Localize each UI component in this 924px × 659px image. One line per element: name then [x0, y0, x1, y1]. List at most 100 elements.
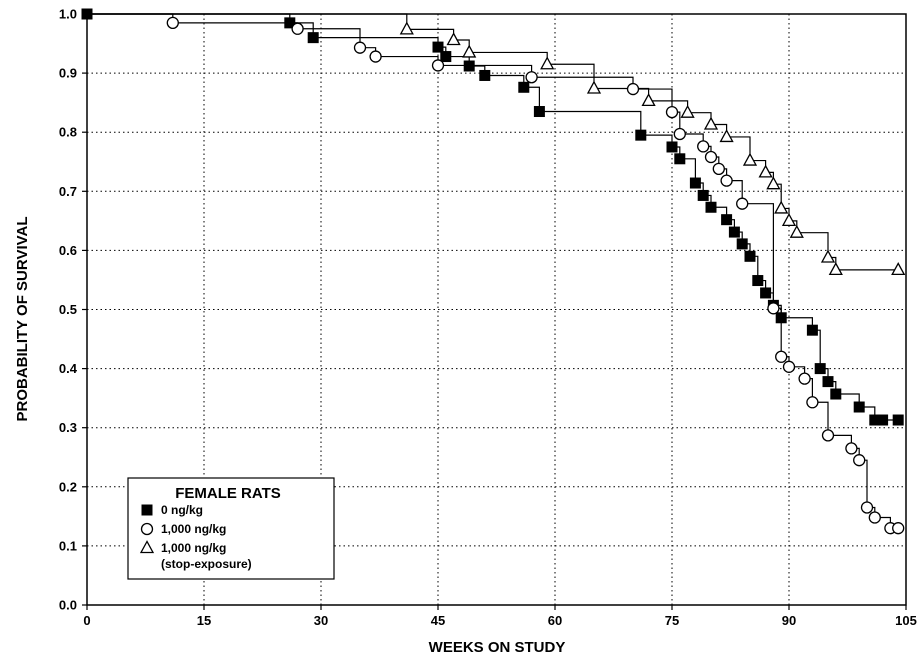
data-point — [626, 82, 640, 96]
data-point — [720, 174, 733, 187]
data-point — [518, 81, 530, 93]
axes: 0 15 30 45 60 75 90 105 0.0 0.1 0.2 0.3 0.4 0.5 0.6 0.7… — [59, 7, 917, 629]
data-point — [744, 250, 756, 262]
y-tick-label: 0.5 — [59, 302, 77, 317]
x-tick-label: 45 — [431, 613, 445, 628]
series-markers — [399, 21, 906, 276]
series-layer — [81, 8, 906, 535]
x-tick-label: 15 — [197, 613, 211, 628]
legend-title: FEMALE RATS — [175, 485, 281, 502]
data-point — [533, 106, 545, 118]
data-point — [307, 32, 319, 44]
x-tick-label: 105 — [895, 613, 917, 628]
data-point — [399, 21, 414, 35]
data-point — [806, 324, 818, 336]
series-step-line — [87, 13, 899, 271]
data-point — [752, 275, 764, 287]
data-point — [719, 129, 734, 143]
data-point — [798, 372, 811, 385]
data-point — [736, 197, 749, 210]
data-point — [845, 442, 858, 455]
data-point — [736, 238, 748, 250]
y-tick-label: 1.0 — [59, 7, 77, 22]
data-point — [586, 80, 602, 94]
x-tick-label: 90 — [782, 613, 796, 628]
data-point — [828, 262, 843, 276]
legend: FEMALE RATS 0 ng/kg 1,000 ng/kg 1,000 ng/k… — [127, 477, 335, 580]
data-point — [892, 414, 904, 426]
data-point — [291, 22, 304, 35]
data-point — [822, 376, 834, 388]
data-point — [853, 454, 866, 467]
data-point — [775, 350, 788, 363]
data-point — [742, 152, 758, 166]
data-point — [680, 104, 695, 118]
y-tick-label: 0.1 — [59, 538, 77, 553]
y-tick-label: 0.4 — [59, 361, 78, 376]
data-point — [462, 44, 477, 58]
data-point — [697, 189, 709, 201]
legend-marker — [141, 504, 153, 516]
data-point — [868, 511, 881, 524]
y-axis-title: PROBABILITY OF SURVIVAL — [14, 216, 31, 421]
legend-label: (stop-exposure) — [161, 557, 252, 571]
series-group — [87, 13, 899, 529]
data-point — [703, 116, 719, 130]
data-point — [806, 396, 819, 409]
legend-items: 0 ng/kg 1,000 ng/kg 1,000 ng/kg (stop-expos… — [139, 503, 252, 571]
series-group — [87, 13, 899, 271]
data-point — [760, 287, 772, 299]
data-point — [284, 17, 296, 29]
data-point — [721, 214, 733, 226]
data-point — [877, 414, 889, 426]
series-markers — [166, 16, 905, 535]
data-point — [432, 41, 444, 53]
data-point — [666, 141, 678, 153]
data-point — [635, 129, 647, 141]
data-point — [689, 177, 701, 189]
data-point — [712, 162, 725, 175]
data-point — [860, 501, 874, 514]
y-tick-label: 0.7 — [59, 184, 77, 199]
data-point — [369, 50, 382, 63]
legend-box — [127, 477, 335, 580]
data-point — [665, 105, 679, 119]
data-point — [782, 360, 796, 373]
data-point — [525, 71, 538, 84]
data-point — [830, 388, 842, 400]
x-tick-label: 60 — [548, 613, 562, 628]
x-axis-title: WEEKS ON STUDY — [429, 639, 566, 656]
legend-marker — [140, 522, 154, 536]
y-tick-label: 0.9 — [59, 66, 77, 81]
x-tick-label: 0 — [83, 613, 90, 628]
y-tick-label: 0.2 — [59, 479, 77, 494]
y-tick-label: 0.8 — [59, 125, 77, 140]
y-tick-label: 0.3 — [59, 420, 77, 435]
data-point — [463, 60, 475, 72]
data-point — [479, 69, 491, 81]
data-point — [775, 312, 787, 324]
data-point — [891, 262, 906, 276]
data-point — [674, 153, 686, 165]
x-tick-label: 30 — [314, 613, 328, 628]
data-point — [774, 200, 789, 214]
legend-label: 0 ng/kg — [161, 503, 203, 517]
legend-label: 1,000 ng/kg — [161, 522, 226, 536]
y-tick-label: 0.6 — [59, 243, 77, 258]
data-point — [166, 16, 179, 30]
data-point — [781, 212, 797, 227]
data-point — [540, 56, 555, 70]
series-step-line — [87, 13, 899, 529]
legend-marker — [139, 540, 155, 554]
data-point — [892, 522, 905, 535]
x-tick-label: 75 — [665, 613, 679, 628]
data-point — [431, 59, 445, 72]
data-point — [728, 226, 740, 238]
data-point — [853, 401, 865, 413]
data-point — [440, 51, 452, 63]
data-point — [814, 363, 826, 375]
data-point — [673, 127, 686, 141]
data-point — [766, 176, 781, 190]
data-point — [758, 164, 773, 178]
